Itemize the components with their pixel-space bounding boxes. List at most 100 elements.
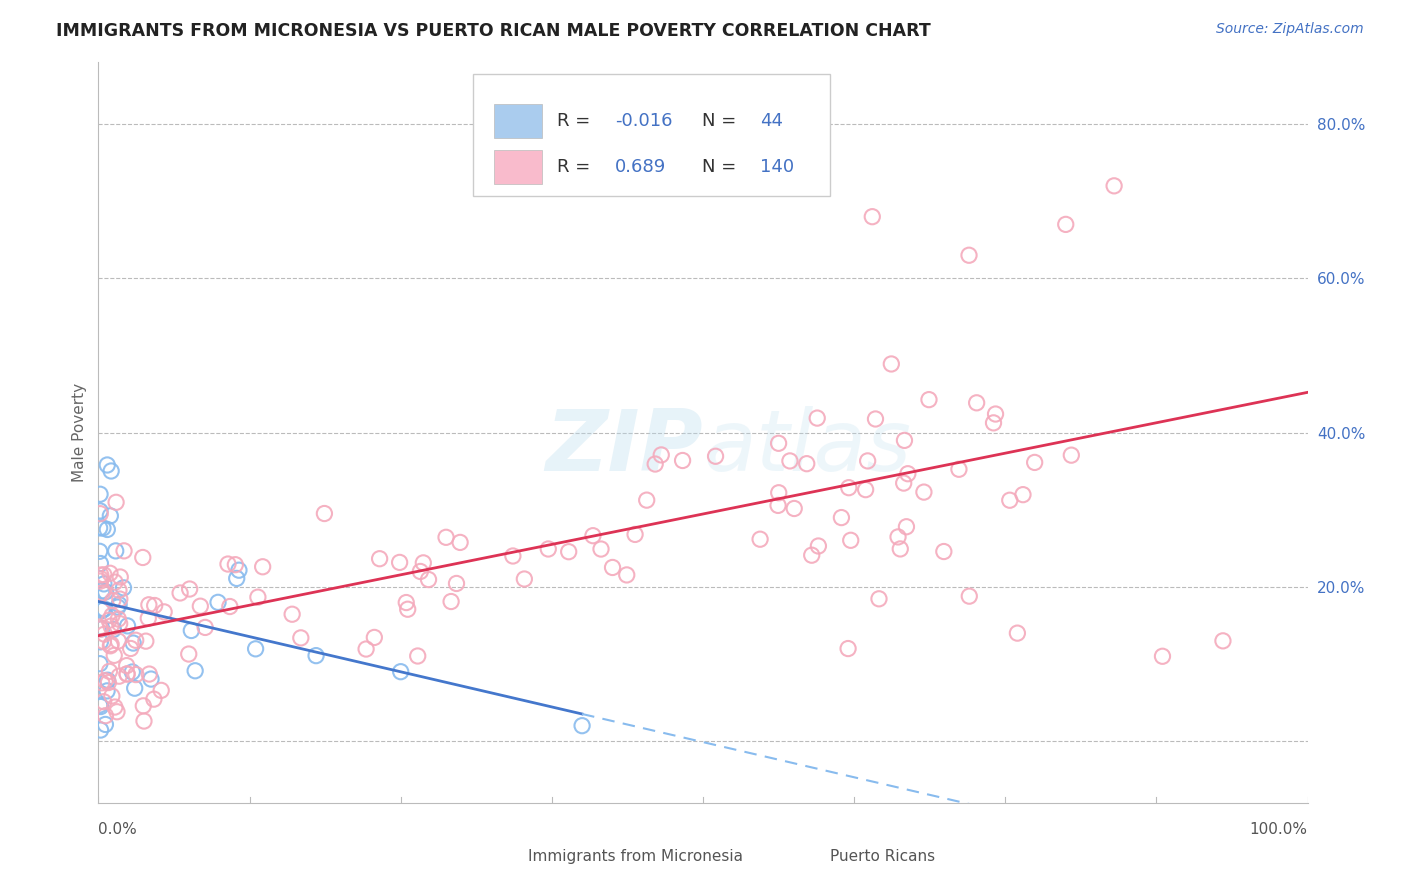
Point	[932, 544, 955, 558]
Point	[93, 634, 115, 648]
Point	[93, 577, 115, 591]
Point	[314, 507, 336, 521]
Point	[998, 493, 1021, 508]
Point	[796, 457, 818, 471]
Point	[89, 574, 111, 589]
Point	[94, 717, 117, 731]
Text: 44: 44	[759, 112, 783, 130]
Point	[418, 573, 440, 587]
Point	[502, 549, 524, 563]
Text: 100.0%: 100.0%	[1250, 822, 1308, 837]
Point	[557, 545, 579, 559]
Point	[839, 533, 862, 548]
Point	[91, 521, 114, 535]
Point	[94, 673, 117, 688]
Point	[1102, 178, 1125, 193]
Point	[537, 541, 560, 556]
Point	[90, 699, 112, 714]
Point	[100, 464, 122, 478]
Point	[650, 448, 672, 462]
Point	[889, 541, 911, 556]
Point	[96, 684, 118, 698]
Point	[807, 539, 830, 553]
Point	[837, 641, 859, 656]
Point	[957, 589, 980, 603]
Point	[1212, 633, 1234, 648]
Point	[704, 449, 727, 463]
Point	[252, 559, 274, 574]
Point	[194, 620, 217, 634]
Point	[616, 568, 638, 582]
Point	[153, 605, 176, 619]
Point	[117, 619, 139, 633]
Point	[1054, 218, 1077, 232]
Point	[783, 501, 806, 516]
Point	[94, 584, 117, 599]
Point	[101, 593, 124, 607]
Point	[395, 596, 418, 610]
Point	[108, 592, 131, 607]
Text: 0.689: 0.689	[614, 158, 666, 176]
Point	[93, 602, 115, 616]
Text: ZIP: ZIP	[546, 406, 703, 489]
Point	[115, 667, 138, 681]
Point	[96, 523, 118, 537]
Point	[89, 657, 111, 671]
Point	[94, 708, 117, 723]
Point	[644, 457, 666, 471]
Point	[107, 634, 129, 648]
Text: N =: N =	[702, 158, 742, 176]
Point	[354, 642, 377, 657]
Point	[966, 396, 988, 410]
Point	[108, 598, 131, 612]
Point	[855, 483, 877, 497]
Point	[120, 641, 142, 656]
Point	[830, 510, 852, 524]
Point	[138, 667, 160, 681]
Point	[749, 532, 772, 546]
Point	[896, 520, 918, 534]
Point	[90, 604, 112, 618]
Text: Puerto Ricans: Puerto Ricans	[830, 849, 935, 864]
Point	[150, 683, 173, 698]
Point	[110, 570, 132, 584]
Point	[768, 485, 790, 500]
Point	[125, 633, 148, 648]
Point	[103, 623, 125, 637]
Point	[104, 544, 127, 558]
Point	[449, 535, 471, 549]
Point	[107, 600, 129, 615]
Point	[122, 636, 145, 650]
Point	[1007, 626, 1029, 640]
Point	[184, 664, 207, 678]
Y-axis label: Male Poverty: Male Poverty	[72, 383, 87, 483]
Point	[136, 611, 159, 625]
Point	[217, 557, 239, 571]
Point	[179, 582, 201, 596]
Point	[132, 714, 155, 728]
Point	[105, 705, 128, 719]
Point	[135, 634, 157, 648]
Point	[169, 586, 191, 600]
Point	[224, 558, 246, 572]
Point	[101, 608, 124, 623]
Point	[98, 508, 121, 523]
Point	[108, 583, 131, 598]
Point	[245, 641, 267, 656]
Point	[101, 689, 124, 703]
Point	[100, 639, 122, 653]
Point	[112, 544, 135, 558]
Point	[290, 631, 312, 645]
Point	[98, 665, 121, 679]
Point	[388, 555, 411, 569]
Point	[138, 598, 160, 612]
Point	[893, 476, 915, 491]
Point	[97, 675, 120, 690]
FancyBboxPatch shape	[494, 103, 543, 138]
Point	[93, 627, 115, 641]
Point	[89, 635, 111, 649]
Point	[446, 576, 468, 591]
FancyBboxPatch shape	[494, 150, 543, 184]
Point	[582, 529, 605, 543]
Point	[389, 665, 412, 679]
